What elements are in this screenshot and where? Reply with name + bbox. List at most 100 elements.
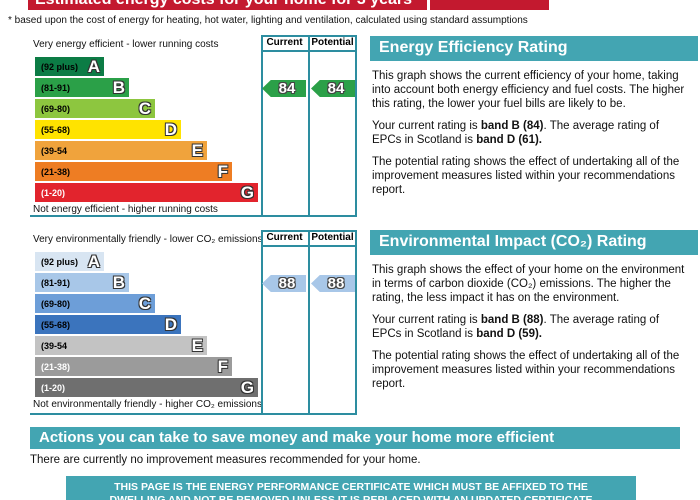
table-line <box>30 215 357 217</box>
band-letter: E <box>191 141 203 160</box>
co2-description: This graph shows the effect of your home… <box>372 264 685 304</box>
co2-band-b: (81-91) B <box>35 273 129 292</box>
energy-bottom-note: Not energy efficient - higher running co… <box>33 204 218 215</box>
assumptions-footnote: * based upon the cost of energy for heat… <box>8 15 528 26</box>
band-letter: B <box>112 78 125 97</box>
band-range-label: (21-38) <box>41 361 71 372</box>
table-line <box>261 35 263 217</box>
certificate-notice: THIS PAGE IS THE ENERGY PERFORMANCE CERT… <box>66 476 636 500</box>
energy-band-f: (21-38) F <box>35 162 232 181</box>
co2-current-rating-text: Your current rating is band B (88). The … <box>372 313 688 341</box>
band-letter: C <box>138 99 151 118</box>
energy-rating-text-section: Energy Efficiency Rating This graph show… <box>370 36 698 197</box>
potential-rating-arrow: 84 <box>311 80 355 97</box>
actions-heading: Actions you can take to save money and m… <box>30 427 680 449</box>
energy-efficiency-chart: Very energy efficient - lower running co… <box>30 33 357 217</box>
energy-band-b: (81-91) B <box>35 78 129 97</box>
band-range-label: (81-91) <box>41 277 71 288</box>
energy-band-a: (92 plus) A <box>35 57 104 76</box>
energy-band-d: (55-68) D <box>35 120 181 139</box>
table-line <box>308 230 310 415</box>
current-band-bold: band B (84) <box>480 120 544 132</box>
table-line <box>261 230 357 232</box>
band-letter: A <box>87 252 100 271</box>
co2-band-a: (92 plus) A <box>35 252 104 271</box>
band-range-label: (21-38) <box>41 166 71 177</box>
band-range-label: (92 plus) <box>41 61 79 72</box>
co2-band-g: (1-20) G <box>35 378 258 397</box>
current-rating-value: 88 <box>278 275 296 292</box>
energy-top-note: Very energy efficient - lower running co… <box>33 39 219 50</box>
co2-band-c: (69-80) C <box>35 294 155 313</box>
estimated-costs-value-box <box>430 0 549 10</box>
energy-band-g: (1-20) G <box>35 183 258 202</box>
band-range-label: (1-20) <box>41 187 66 198</box>
co2-band-e: (39-54 E <box>35 336 207 355</box>
current-column-header: Current <box>266 232 303 243</box>
table-line <box>30 413 357 415</box>
current-column-header: Current <box>266 37 303 48</box>
text-fragment: Your current rating is <box>372 120 481 132</box>
co2-bottom-note: Not environmentally friendly - higher CO… <box>33 399 262 410</box>
energy-band-c: (69-80) C <box>35 99 155 118</box>
estimated-costs-label: Estimated energy costs for your home for… <box>35 0 412 9</box>
current-rating-value: 84 <box>278 80 296 97</box>
co2-rating-text-section: Environmental Impact (CO₂) Rating This g… <box>370 230 698 391</box>
band-range-label: (39-54 <box>41 145 68 156</box>
potential-rating-arrow: 88 <box>311 275 355 292</box>
energy-band-e: (39-54 E <box>35 141 207 160</box>
table-line <box>355 35 357 217</box>
band-letter: C <box>138 294 151 313</box>
estimated-costs-banner: Estimated energy costs for your home for… <box>28 0 427 10</box>
table-line <box>261 50 357 52</box>
potential-column-header: Potential <box>311 37 354 48</box>
band-letter: G <box>240 378 254 397</box>
band-letter: G <box>240 183 254 202</box>
current-band-bold: band B (88) <box>480 314 544 326</box>
band-letter: F <box>217 162 228 181</box>
current-rating-arrow: 88 <box>262 275 306 292</box>
band-range-label: (92 plus) <box>41 256 79 267</box>
band-letter: E <box>191 336 203 355</box>
band-letter: D <box>164 315 177 334</box>
text-fragment: . The average rating of EPCs in Scotland… <box>372 314 660 340</box>
energy-potential-rating-text: The potential rating shows the effect of… <box>372 156 680 196</box>
band-letter: A <box>87 57 100 76</box>
table-line <box>261 35 357 37</box>
band-range-label: (55-68) <box>41 319 71 330</box>
band-range-label: (39-54 <box>41 340 68 351</box>
energy-rating-heading: Energy Efficiency Rating <box>370 36 698 61</box>
co2-band-d: (55-68) D <box>35 315 181 334</box>
text-fragment: Your current rating is <box>372 314 481 326</box>
current-rating-arrow: 84 <box>262 80 306 97</box>
co2-top-note: Very environmentally friendly - lower CO… <box>33 234 263 245</box>
band-range-label: (69-80) <box>41 103 71 114</box>
average-band-bold: band D (59). <box>476 328 542 340</box>
actions-body-text: There are currently no improvement measu… <box>30 454 421 466</box>
band-letter: D <box>164 120 177 139</box>
band-range-label: (55-68) <box>41 124 71 135</box>
co2-potential-rating-text: The potential rating shows the effect of… <box>372 350 680 390</box>
band-letter: F <box>217 357 228 376</box>
band-range-label: (69-80) <box>41 298 71 309</box>
co2-band-f: (21-38) F <box>35 357 232 376</box>
table-line <box>261 230 263 415</box>
band-range-label: (81-91) <box>41 82 71 93</box>
energy-current-rating-text: Your current rating is band B (84). The … <box>372 119 688 147</box>
environmental-impact-chart: Very environmentally friendly - lower CO… <box>30 228 357 415</box>
co2-rating-heading: Environmental Impact (CO₂) Rating <box>370 230 698 255</box>
band-letter: B <box>112 273 125 292</box>
table-line <box>261 245 357 247</box>
energy-description: This graph shows the current efficiency … <box>372 70 685 110</box>
potential-rating-value: 88 <box>327 275 345 292</box>
table-line <box>355 230 357 415</box>
average-band-bold: band D (61). <box>476 134 542 146</box>
energy-bands: (92 plus) A (81-91) B (69-80) C (55-68) D (3… <box>35 57 258 204</box>
potential-rating-value: 84 <box>327 80 345 97</box>
co2-bands: (92 plus) A (81-91) B (69-80) C (55-68) D (3… <box>35 252 258 399</box>
text-fragment: . The average rating of EPCs in Scotland… <box>372 120 660 146</box>
band-range-label: (1-20) <box>41 382 66 393</box>
table-line <box>308 35 310 217</box>
potential-column-header: Potential <box>311 232 354 243</box>
